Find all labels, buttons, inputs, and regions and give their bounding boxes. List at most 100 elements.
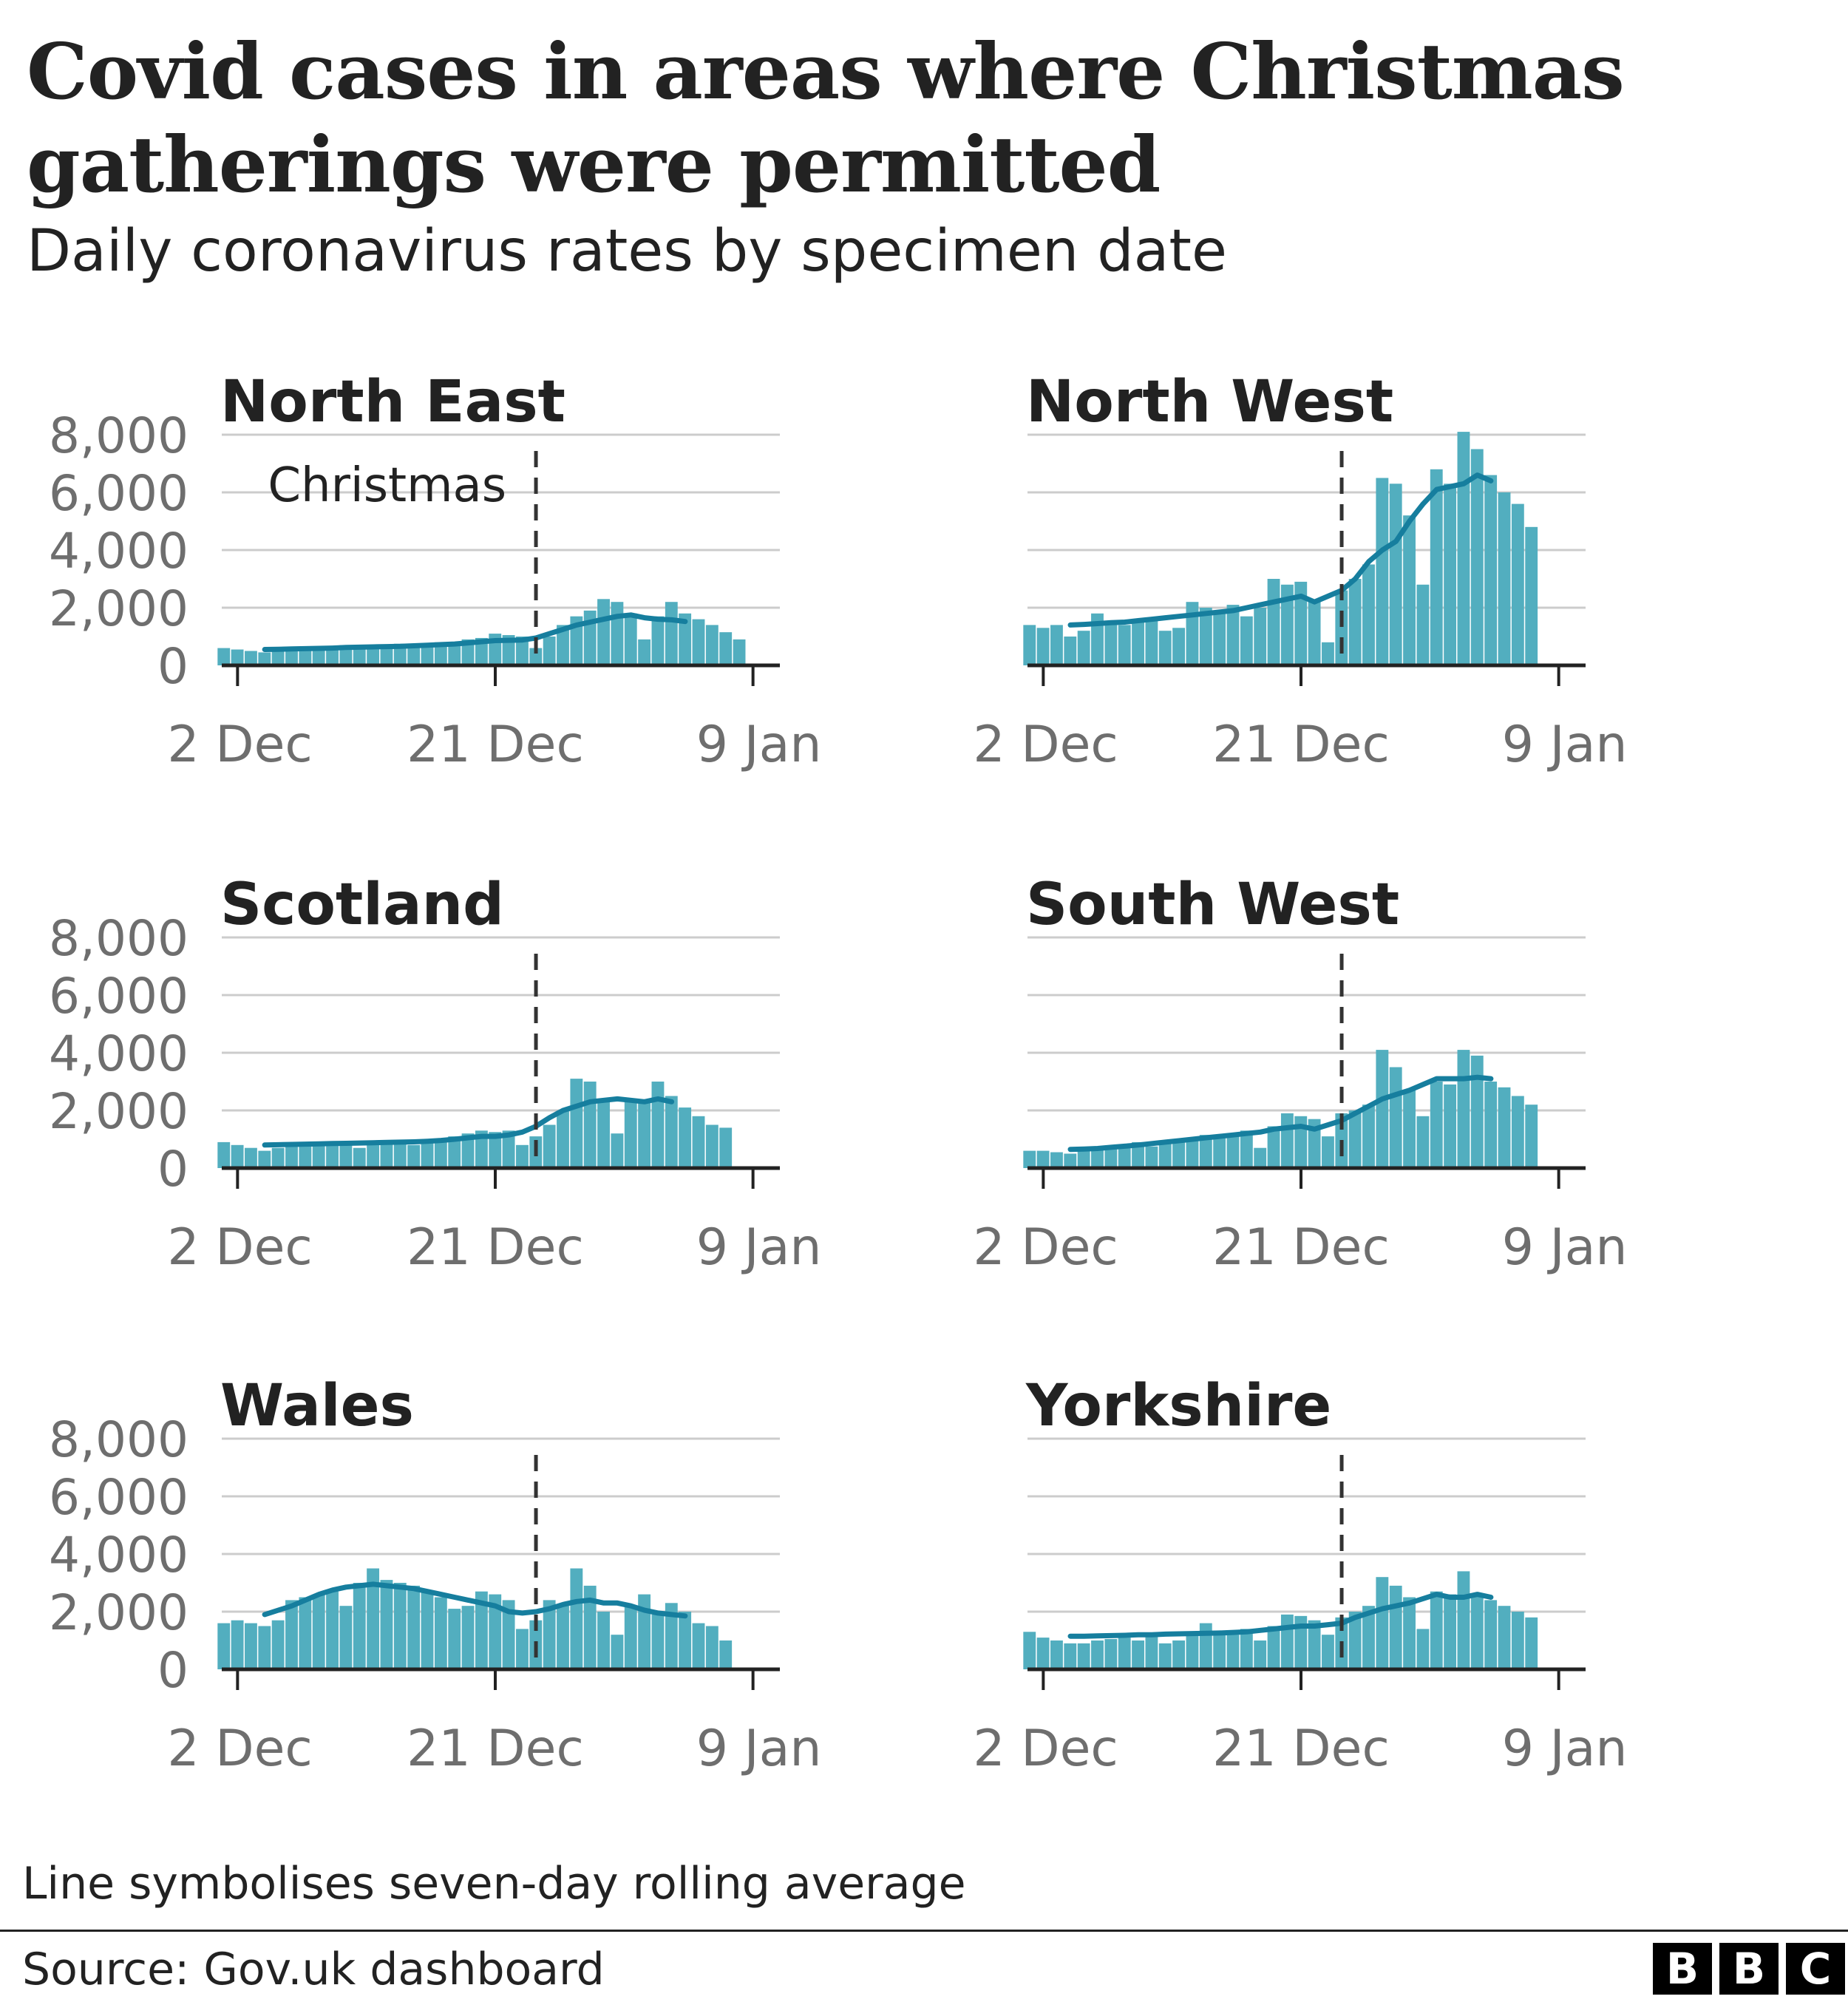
bar bbox=[1172, 628, 1186, 665]
bar bbox=[1389, 1585, 1402, 1669]
bar bbox=[705, 625, 719, 665]
bar bbox=[638, 1102, 651, 1168]
bar bbox=[461, 1606, 475, 1669]
bar bbox=[1389, 1067, 1402, 1168]
bar bbox=[312, 1594, 325, 1669]
bar bbox=[1280, 1614, 1294, 1669]
bar bbox=[1145, 619, 1158, 665]
bbc-logo-letter: B bbox=[1719, 1943, 1779, 1995]
bar bbox=[1240, 1130, 1253, 1168]
bar bbox=[1145, 1636, 1158, 1669]
bar bbox=[1525, 1105, 1538, 1168]
bar bbox=[1118, 1144, 1131, 1168]
bar bbox=[326, 1591, 339, 1669]
bar bbox=[1132, 622, 1144, 665]
bbc-logo-letter: B bbox=[1653, 1943, 1712, 1995]
bar bbox=[651, 616, 665, 665]
y-tick-label: 4,000 bbox=[49, 1025, 188, 1082]
bar bbox=[353, 646, 366, 665]
bar bbox=[1362, 1606, 1375, 1669]
bar bbox=[543, 1124, 556, 1168]
x-tick-label: 2 Dec bbox=[167, 716, 312, 774]
bar bbox=[271, 1620, 285, 1669]
bar bbox=[624, 1102, 637, 1168]
bar bbox=[299, 1141, 312, 1168]
x-tick-label: 2 Dec bbox=[973, 1720, 1118, 1778]
bar bbox=[624, 613, 637, 665]
bar bbox=[1457, 1571, 1470, 1669]
bar bbox=[1023, 1150, 1036, 1168]
bar bbox=[679, 613, 692, 665]
bar bbox=[516, 1629, 529, 1669]
bar bbox=[719, 632, 733, 665]
bar bbox=[1376, 478, 1389, 665]
bar bbox=[407, 645, 421, 665]
y-tick-label: 6,000 bbox=[49, 968, 188, 1025]
bar bbox=[651, 1614, 665, 1669]
bar bbox=[570, 1568, 583, 1669]
bar bbox=[1199, 1623, 1212, 1669]
bar bbox=[583, 1585, 597, 1669]
source-note: Source: Gov.uk dashboard bbox=[22, 1944, 605, 1995]
x-tick-label: 21 Dec bbox=[1212, 716, 1390, 774]
y-tick-label: 2,000 bbox=[49, 1083, 188, 1140]
bar bbox=[1484, 1600, 1498, 1669]
bar bbox=[380, 645, 393, 665]
y-tick-label: 8,000 bbox=[49, 1411, 188, 1468]
bar bbox=[258, 1150, 271, 1168]
bar bbox=[1226, 605, 1240, 665]
x-tick-label: 9 Jan bbox=[1502, 1218, 1628, 1277]
x-tick-label: 2 Dec bbox=[973, 716, 1118, 774]
bar bbox=[733, 639, 746, 665]
x-tick-label: 2 Dec bbox=[167, 1720, 312, 1778]
bar bbox=[1267, 1626, 1280, 1669]
bar bbox=[421, 1141, 434, 1168]
bar bbox=[1213, 613, 1226, 665]
bar bbox=[407, 1144, 421, 1168]
bar bbox=[1158, 1143, 1172, 1168]
footer-divider bbox=[0, 1930, 1848, 1932]
x-tick-label: 21 Dec bbox=[407, 1218, 584, 1277]
bar bbox=[1077, 1643, 1090, 1669]
bar bbox=[1498, 492, 1511, 665]
bar bbox=[597, 599, 610, 665]
bar bbox=[1036, 628, 1050, 665]
bar bbox=[1280, 584, 1294, 665]
bar bbox=[1064, 1153, 1077, 1168]
bar bbox=[665, 1603, 678, 1669]
bar bbox=[1050, 625, 1063, 665]
bar bbox=[705, 1626, 719, 1669]
bar bbox=[1457, 1050, 1470, 1168]
christmas-label: Christmas bbox=[268, 458, 506, 513]
bar bbox=[1172, 1640, 1186, 1669]
bar bbox=[1484, 1082, 1498, 1168]
bar bbox=[1050, 1152, 1063, 1168]
bar bbox=[1254, 608, 1267, 665]
chart-title: Covid cases in areas where Christmas gat… bbox=[27, 26, 1625, 210]
chart-subtitle: Daily coronavirus rates by specimen date bbox=[27, 218, 1227, 285]
x-tick-label: 9 Jan bbox=[696, 1720, 822, 1778]
bar bbox=[1213, 1138, 1226, 1168]
bar bbox=[461, 639, 475, 665]
bar bbox=[651, 1082, 665, 1168]
bar bbox=[367, 1144, 380, 1168]
bar bbox=[434, 642, 447, 665]
bar bbox=[638, 639, 651, 665]
bar bbox=[665, 602, 678, 665]
bar bbox=[1444, 483, 1457, 665]
rolling-average-line bbox=[262, 612, 688, 652]
bar bbox=[367, 646, 380, 665]
bar bbox=[1348, 579, 1362, 665]
x-tick-label: 9 Jan bbox=[1502, 1720, 1628, 1778]
small-multiples-chart: North East8,0006,0004,0002,0000Christmas… bbox=[49, 369, 1628, 1778]
bar bbox=[597, 1102, 610, 1168]
bar bbox=[624, 1606, 637, 1669]
bar bbox=[353, 1583, 366, 1669]
bar bbox=[1348, 1612, 1362, 1669]
panel-north-west: North West 2 Dec 21 Dec 9 Jan bbox=[973, 369, 1627, 774]
bar bbox=[393, 643, 407, 665]
bar bbox=[1322, 1136, 1334, 1168]
bar bbox=[326, 1144, 339, 1168]
bar bbox=[1294, 581, 1308, 665]
